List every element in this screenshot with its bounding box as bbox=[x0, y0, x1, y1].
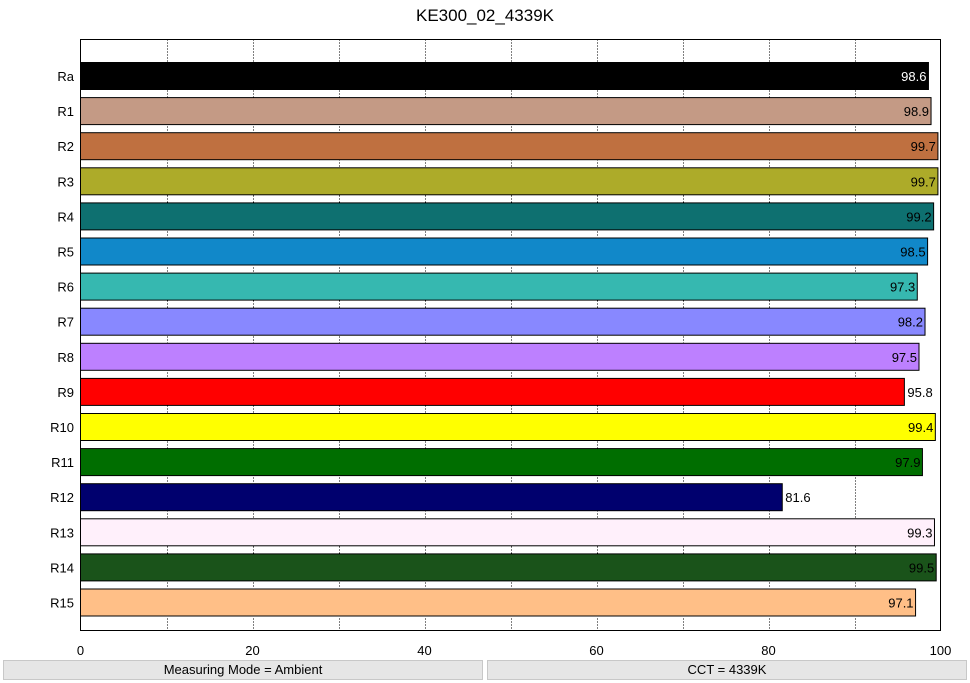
bar-r9 bbox=[80, 377, 905, 406]
bar-r11 bbox=[80, 448, 923, 477]
plot-frame bbox=[80, 39, 941, 631]
data-label: 98.2 bbox=[898, 315, 923, 330]
cct-status: CCT = 4339K bbox=[487, 660, 967, 680]
data-label: 99.2 bbox=[906, 209, 931, 224]
bar-ra bbox=[80, 62, 929, 90]
category-label: Ra bbox=[57, 69, 74, 84]
bar-r5 bbox=[80, 237, 929, 266]
data-label: 95.8 bbox=[907, 385, 932, 400]
category-label: R9 bbox=[57, 385, 74, 400]
bar-r8 bbox=[80, 342, 920, 371]
category-label: R2 bbox=[57, 139, 74, 154]
category-label: R6 bbox=[57, 280, 74, 295]
data-label: 99.5 bbox=[909, 560, 934, 575]
data-label: 97.1 bbox=[888, 596, 913, 611]
bar-r15 bbox=[80, 588, 917, 617]
data-label: 99.3 bbox=[907, 525, 932, 540]
bar-r7 bbox=[80, 307, 926, 336]
bar-r12 bbox=[80, 483, 783, 512]
category-labels: Ra R1 R2 R3 R4 R5 R6 R7 R8 R9 R10 R11 R12 R13 R14 R15 bbox=[50, 69, 75, 611]
x-axis-ticks: 0 20 40 60 80 100 bbox=[77, 643, 951, 658]
data-label: 98.9 bbox=[904, 104, 929, 119]
data-label: 98.6 bbox=[901, 69, 926, 84]
x-tick-label: 20 bbox=[245, 643, 259, 658]
category-label: R4 bbox=[57, 209, 74, 224]
bar-r1 bbox=[80, 97, 932, 126]
x-tick-label: 80 bbox=[761, 643, 775, 658]
bar-r3 bbox=[80, 167, 939, 196]
category-label: R1 bbox=[57, 104, 74, 119]
data-label: 97.9 bbox=[895, 455, 920, 470]
data-label: 97.3 bbox=[890, 280, 915, 295]
x-tick-label: 40 bbox=[417, 643, 431, 658]
x-tick-label: 0 bbox=[77, 643, 84, 658]
data-label: 99.4 bbox=[908, 420, 933, 435]
category-label: R10 bbox=[50, 420, 74, 435]
category-label: R3 bbox=[57, 174, 74, 189]
data-label: 81.6 bbox=[785, 490, 810, 505]
category-label: R11 bbox=[51, 455, 74, 470]
bar-r6 bbox=[80, 272, 918, 301]
bar-r14 bbox=[80, 553, 937, 582]
chart-title: KE300_02_4339K bbox=[415, 6, 555, 25]
x-tick-label: 60 bbox=[589, 643, 603, 658]
data-label: 99.7 bbox=[911, 174, 936, 189]
bar-chart: 98.6 98.9 99.7 99.7 99.2 98.5 97.3 98.2 97.5 95.8… bbox=[50, 39, 951, 658]
category-label: R14 bbox=[50, 560, 74, 575]
bar-r4 bbox=[80, 202, 935, 231]
bar-r2 bbox=[80, 132, 939, 161]
data-label: 98.5 bbox=[900, 245, 925, 260]
category-label: R13 bbox=[50, 525, 74, 540]
category-label: R8 bbox=[57, 350, 74, 365]
data-label: 99.7 bbox=[911, 139, 936, 154]
bar-r13 bbox=[80, 518, 935, 547]
category-label: R5 bbox=[57, 245, 74, 260]
data-label: 97.5 bbox=[892, 350, 917, 365]
measuring-mode-status: Measuring Mode = Ambient bbox=[3, 660, 483, 680]
bars: 98.6 98.9 99.7 99.7 99.2 98.5 97.3 98.2 97.5 95.8… bbox=[80, 62, 939, 617]
category-label: R15 bbox=[50, 596, 74, 611]
bar-r10 bbox=[80, 413, 936, 441]
category-label: R12 bbox=[50, 490, 74, 505]
x-tick-label: 100 bbox=[930, 643, 952, 658]
category-label: R7 bbox=[57, 315, 74, 330]
